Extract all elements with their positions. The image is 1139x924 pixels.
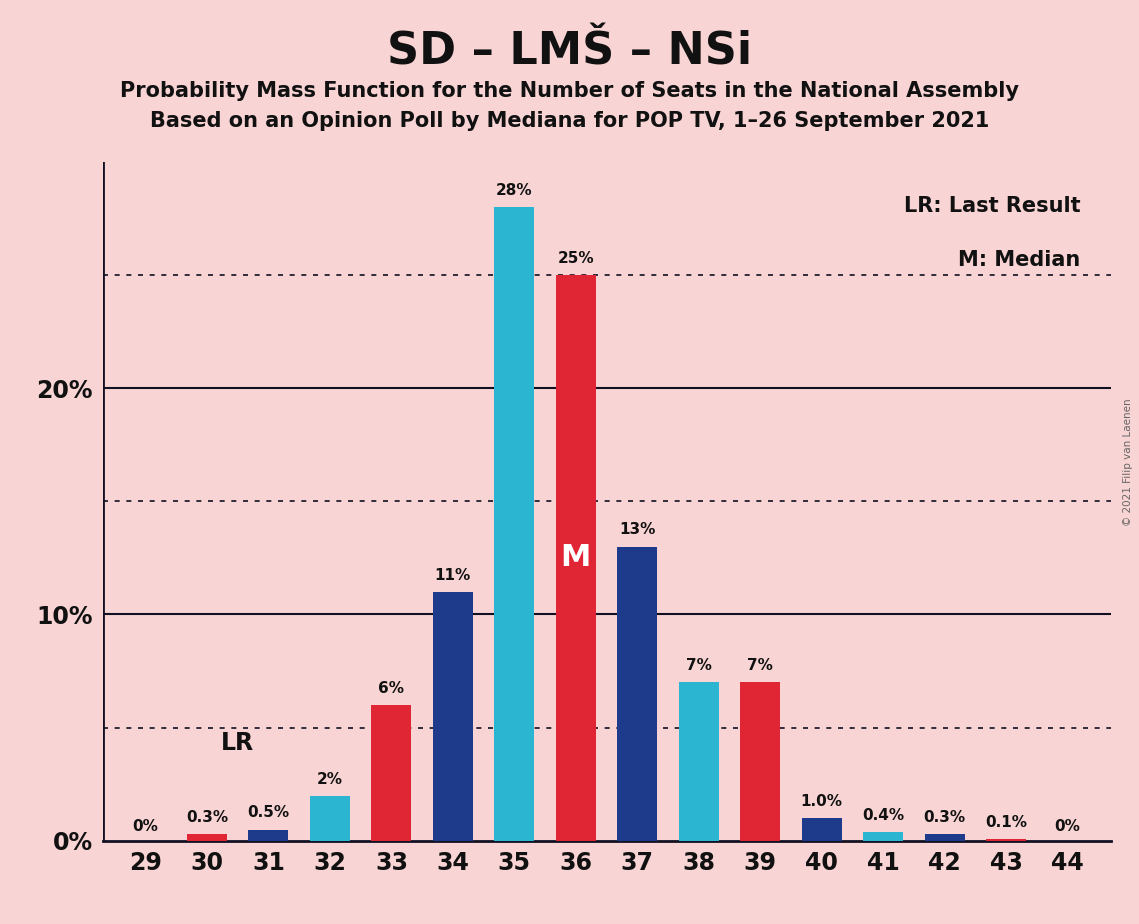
Text: M: M bbox=[560, 543, 591, 572]
Text: 0.5%: 0.5% bbox=[247, 806, 289, 821]
Text: 28%: 28% bbox=[495, 183, 533, 198]
Text: 2%: 2% bbox=[317, 772, 343, 786]
Text: SD – LMŠ – NSi: SD – LMŠ – NSi bbox=[387, 30, 752, 74]
Text: Probability Mass Function for the Number of Seats in the National Assembly: Probability Mass Function for the Number… bbox=[120, 81, 1019, 102]
Text: 25%: 25% bbox=[557, 250, 595, 266]
Text: 11%: 11% bbox=[435, 567, 472, 583]
Text: 0.4%: 0.4% bbox=[862, 808, 904, 822]
Bar bbox=[371, 705, 411, 841]
Text: 7%: 7% bbox=[686, 658, 712, 674]
Bar bbox=[556, 275, 596, 841]
Bar bbox=[740, 682, 780, 841]
Bar bbox=[310, 796, 350, 841]
Bar bbox=[925, 834, 965, 841]
Text: Based on an Opinion Poll by Mediana for POP TV, 1–26 September 2021: Based on an Opinion Poll by Mediana for … bbox=[150, 111, 989, 131]
Bar bbox=[494, 207, 534, 841]
Bar bbox=[248, 830, 288, 841]
Bar bbox=[863, 832, 903, 841]
Text: 7%: 7% bbox=[747, 658, 773, 674]
Text: LR: LR bbox=[221, 731, 254, 755]
Text: 13%: 13% bbox=[620, 522, 655, 538]
Text: 0.1%: 0.1% bbox=[985, 815, 1027, 830]
Text: 0%: 0% bbox=[132, 819, 158, 834]
Text: 0%: 0% bbox=[1055, 819, 1081, 834]
Text: © 2021 Filip van Laenen: © 2021 Filip van Laenen bbox=[1123, 398, 1132, 526]
Bar bbox=[802, 819, 842, 841]
Text: LR: Last Result: LR: Last Result bbox=[903, 196, 1080, 215]
Bar bbox=[679, 682, 719, 841]
Bar bbox=[433, 592, 473, 841]
Text: 6%: 6% bbox=[378, 681, 404, 696]
Text: 0.3%: 0.3% bbox=[186, 810, 228, 825]
Bar bbox=[187, 834, 227, 841]
Bar bbox=[986, 839, 1026, 841]
Text: M: Median: M: Median bbox=[958, 250, 1080, 270]
Bar bbox=[617, 546, 657, 841]
Text: 1.0%: 1.0% bbox=[801, 794, 843, 809]
Text: 0.3%: 0.3% bbox=[924, 810, 966, 825]
